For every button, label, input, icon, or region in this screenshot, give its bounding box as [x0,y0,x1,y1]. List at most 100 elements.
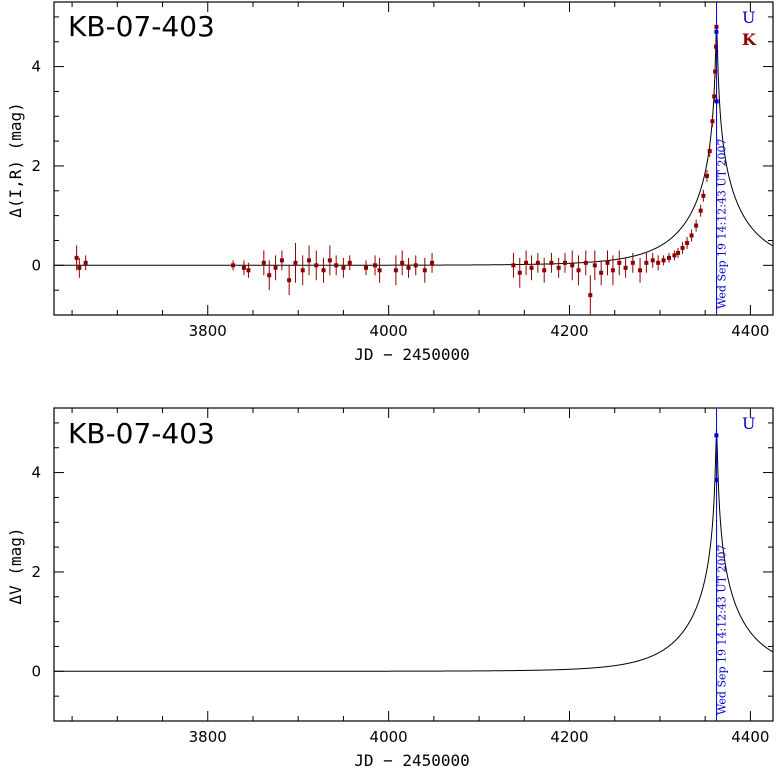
data-point-K [576,268,581,273]
axis-ticks: 3800 4000 4200 4400 0 2 4 [31,408,773,746]
peak-date-label: Wed Sep 19 14:12:43 UT 2007 [716,138,729,309]
data-point-K [83,260,88,265]
peak-date-label: Wed Sep 19 14:12:43 UT 2007 [716,544,729,715]
chart-title: KB-07-403 [68,10,215,43]
data-point-K [400,260,405,265]
data-point-K [630,260,635,265]
panel-bottom: 3800 4000 4200 4400 0 2 4 Wed Sep 19 14:12:43 … [6,407,774,769]
data-point-K [638,268,643,273]
model-curve [54,433,774,672]
data-point-K [231,263,236,268]
data-point-K [712,94,717,99]
plot-frame [53,407,774,722]
x-tick-label: 4000 [370,322,408,340]
data-point-K [241,265,246,270]
data-point-K [341,265,346,270]
data-point-K [570,263,575,268]
panel-top: 3800 4000 4200 4400 0 2 4 Wed Sep 19 14:12:43 … [6,1,774,364]
data-point-K [511,263,516,268]
data-point-K [364,265,369,270]
model-line [54,433,774,672]
data-point-K [680,245,685,250]
data-point-K [701,193,706,198]
data-point-K [293,260,298,265]
x-tick-label: 4400 [731,322,769,340]
y-axis-label: ΔV (mag) [6,527,25,604]
data-point-K [704,173,709,178]
x-axis-label: JD − 2450000 [354,345,470,364]
data-point-K [556,265,561,270]
data-point-K [672,253,677,258]
x-tick-label: 4200 [550,322,588,340]
data-point-K [334,263,339,268]
data-point-K [413,263,418,268]
chart-title: KB-07-403 [68,417,215,450]
x-axis-label: JD − 2450000 [354,751,470,769]
axis-ticks: 3800 4000 4200 4400 0 2 4 [31,2,773,340]
x-tick-label: 3800 [189,322,227,340]
data-point-K [373,263,378,268]
data-point-K [430,260,435,265]
data-point-K [698,208,703,213]
data-point-K [714,44,719,49]
data-point-K [666,255,671,260]
y-tick-label: 2 [31,563,41,581]
data-point-K [287,278,292,283]
plot-frame [53,1,774,316]
legend-U: U [742,414,755,433]
data-point-K [676,250,681,255]
y-tick-label: 0 [31,256,41,274]
data-point-K [710,119,715,124]
y-tick-label: 2 [31,157,41,175]
data-point-K [542,268,547,273]
data-point-K [422,268,427,273]
data-point-K [524,260,529,265]
data-point-K [694,223,699,228]
data-point-K [588,293,593,298]
data-point-K [592,263,597,268]
data-point-K [393,268,398,273]
data-point-K [535,260,540,265]
data-point-K [246,268,251,273]
data-point-K [617,260,622,265]
data-point-K [307,258,312,263]
data-point-K [656,260,661,265]
data-point-K [605,260,610,265]
data-point-K [347,260,352,265]
legend-K: K [742,30,757,49]
data-point-K [599,270,604,275]
x-tick-label: 4000 [370,728,408,746]
data-point-K [661,258,666,263]
data-point-K [321,268,326,273]
data-point-K [327,258,332,263]
data-point-K [562,260,567,265]
data-point-K [713,69,718,74]
data-point-K [623,265,628,270]
data-point-K [267,273,272,278]
data-point-K [517,270,522,275]
data-point-K [529,265,534,270]
legend-U: U [742,8,755,27]
data-point-K [279,258,284,263]
data-point-K [644,260,649,265]
model-line [54,27,774,266]
x-tick-label: 3800 [189,728,227,746]
x-tick-label: 4200 [550,728,588,746]
data-point-K [406,265,411,270]
data-point-K [314,263,319,268]
x-tick-label: 4400 [731,728,769,746]
data-point-K [650,258,655,263]
data-point-K [377,268,382,273]
y-axis-label: Δ(I,R) (mag) [6,102,25,218]
y-tick-label: 4 [31,464,41,482]
data-point-K [685,240,690,245]
y-tick-label: 0 [31,662,41,680]
data-point-K [261,260,266,265]
data-point-K [610,268,615,273]
model-curve [54,27,774,266]
data-point-K [77,265,82,270]
data-point-K [273,265,278,270]
data-point-K [689,233,694,238]
data-point-K [707,149,712,154]
